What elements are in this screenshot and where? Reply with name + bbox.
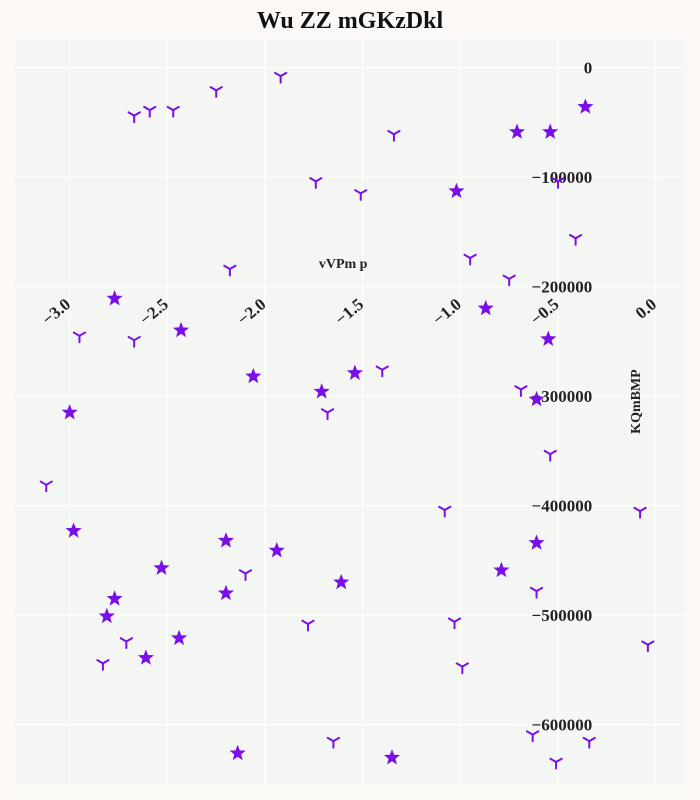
star-marker [333, 573, 350, 590]
star-marker [448, 182, 465, 199]
tri-down-marker [119, 637, 133, 649]
tri-down-marker [455, 662, 469, 675]
tri-down-marker [320, 408, 335, 420]
x-axis-label: vVPm p [319, 257, 368, 272]
star-marker [171, 629, 188, 646]
y-tick-label: −500000 [532, 606, 593, 625]
y-tick-label: −200000 [532, 278, 593, 297]
y-tick-labels: 0 −100000 −200000 −300000 −400000 −500000 −600… [532, 58, 593, 734]
tri-down-marker [463, 253, 477, 266]
tri-down-marker [301, 619, 315, 632]
tri-down-marker [633, 506, 647, 519]
y-tick-label: −100000 [532, 168, 593, 187]
y-tick-label: −600000 [532, 716, 593, 735]
star-marker [268, 542, 285, 558]
tri-down-marker [447, 617, 462, 630]
tri-down-marker [375, 365, 389, 378]
y-tick-label: −400000 [532, 497, 593, 516]
tri-down-marker [582, 736, 596, 749]
star-marker [217, 532, 235, 548]
star-marker [137, 649, 154, 665]
star-marker [542, 123, 559, 139]
tri-down-marker [209, 86, 223, 98]
tri-down-marker [641, 640, 655, 653]
star-marker [172, 321, 190, 338]
star-marker [61, 404, 78, 420]
tri-down-marker [514, 385, 528, 397]
chart-title: Wu ZZ mGKzDkl [256, 8, 444, 34]
star-marker [493, 561, 510, 578]
tri-down-marker [274, 71, 288, 84]
star-marker [106, 290, 123, 306]
star-marker [508, 123, 526, 139]
tri-down-marker [529, 586, 544, 599]
star-marker [106, 590, 123, 606]
star-marker [528, 534, 545, 550]
tri-down-marker [387, 129, 401, 142]
tri-down-marker [39, 480, 53, 493]
star-marker [540, 330, 557, 346]
tri-down-marker [143, 105, 157, 118]
star-marker [346, 364, 363, 380]
plot-area [15, 40, 685, 785]
tri-down-marker [438, 505, 452, 518]
tri-down-marker [72, 331, 87, 344]
star-marker [477, 299, 494, 316]
markers [39, 71, 655, 770]
tri-down-marker [568, 234, 583, 246]
star-marker [65, 522, 82, 538]
tri-down-marker [549, 757, 563, 770]
star-marker [383, 749, 401, 765]
tri-down-marker [309, 177, 323, 189]
tri-down-marker [502, 274, 516, 287]
tri-down-marker [96, 659, 110, 671]
star-marker [528, 390, 545, 407]
grid [15, 40, 685, 785]
y-tick-label: 0 [584, 58, 593, 77]
y-tick-label: −300000 [532, 387, 593, 406]
star-marker [217, 584, 235, 601]
tri-down-marker [354, 189, 368, 201]
tri-down-marker [326, 736, 341, 749]
tri-down-marker [526, 730, 540, 743]
star-marker [577, 98, 594, 114]
y-axis-label: KQmBMP [629, 369, 644, 434]
tri-down-marker [127, 111, 141, 124]
tri-down-marker [551, 177, 565, 189]
tri-down-marker [166, 105, 180, 118]
star-marker [245, 367, 262, 384]
star-marker [313, 383, 330, 399]
tri-down-marker [223, 264, 237, 277]
star-marker [229, 744, 246, 761]
tri-down-marker [238, 569, 253, 582]
star-marker [98, 607, 115, 624]
tri-down-marker [543, 449, 557, 462]
star-marker [153, 559, 170, 575]
tri-down-marker [127, 335, 141, 348]
